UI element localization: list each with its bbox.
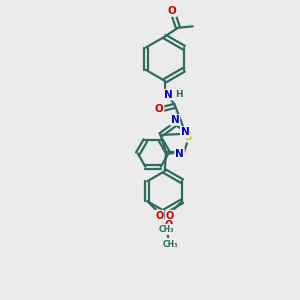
Text: N: N <box>175 148 184 159</box>
Text: N: N <box>181 127 190 137</box>
Text: O: O <box>168 6 176 16</box>
Text: H: H <box>175 90 183 99</box>
Text: CH₃: CH₃ <box>162 240 178 249</box>
Text: N: N <box>171 115 179 125</box>
Text: CH₃: CH₃ <box>159 225 174 234</box>
Text: O: O <box>155 104 164 114</box>
Text: CH₃: CH₃ <box>158 225 173 234</box>
Text: O: O <box>164 220 172 230</box>
Text: O: O <box>155 211 164 221</box>
Text: O: O <box>166 211 174 221</box>
Text: S: S <box>184 132 192 142</box>
Text: N: N <box>164 90 172 100</box>
